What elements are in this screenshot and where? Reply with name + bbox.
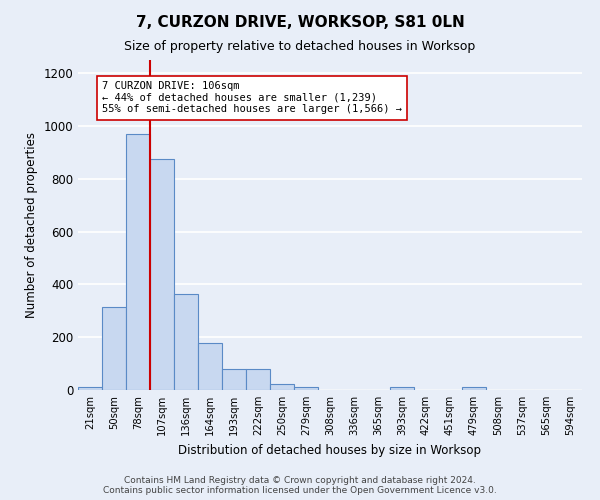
Bar [198, 343, 222, 390]
Bar [390, 388, 414, 390]
Bar [270, 384, 294, 390]
X-axis label: Distribution of detached houses by size in Worksop: Distribution of detached houses by size … [179, 444, 482, 456]
Bar [78, 387, 102, 390]
Y-axis label: Number of detached properties: Number of detached properties [25, 132, 38, 318]
Bar [126, 134, 150, 390]
Bar [102, 308, 126, 390]
Bar [462, 387, 486, 390]
Bar [246, 369, 270, 390]
Text: Contains HM Land Registry data © Crown copyright and database right 2024.
Contai: Contains HM Land Registry data © Crown c… [103, 476, 497, 495]
Bar [294, 386, 318, 390]
Bar [150, 159, 174, 390]
Text: Size of property relative to detached houses in Worksop: Size of property relative to detached ho… [124, 40, 476, 53]
Bar [222, 369, 246, 390]
Text: 7, CURZON DRIVE, WORKSOP, S81 0LN: 7, CURZON DRIVE, WORKSOP, S81 0LN [136, 15, 464, 30]
Bar [174, 294, 198, 390]
Text: 7 CURZON DRIVE: 106sqm
← 44% of detached houses are smaller (1,239)
55% of semi-: 7 CURZON DRIVE: 106sqm ← 44% of detached… [102, 81, 402, 114]
